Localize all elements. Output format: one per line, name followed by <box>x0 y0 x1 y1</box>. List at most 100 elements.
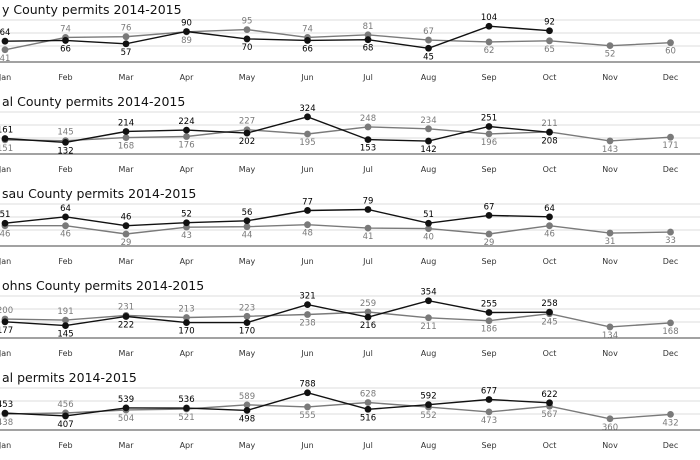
data-point <box>122 313 130 320</box>
data-point <box>425 225 432 233</box>
x-tick-label: Feb <box>58 165 72 174</box>
data-label: 145 <box>57 330 73 340</box>
data-label: 64 <box>60 204 71 214</box>
data-label: 216 <box>360 321 376 331</box>
series-line <box>4 126 671 142</box>
x-tick-label: Dec <box>663 349 678 358</box>
series-line <box>4 28 671 51</box>
x-tick-label: May <box>239 257 256 266</box>
data-label: 213 <box>178 305 194 315</box>
data-label: 77 <box>302 198 313 208</box>
data-point <box>485 211 493 219</box>
data-point <box>122 230 130 238</box>
data-label: 56 <box>242 208 253 218</box>
data-label: 628 <box>360 390 376 400</box>
series-2015 <box>1 113 553 146</box>
data-point <box>243 217 251 225</box>
data-label: 176 <box>178 141 194 151</box>
data-point <box>546 37 553 45</box>
data-point <box>485 317 493 325</box>
data-point <box>546 128 553 136</box>
data-label: 521 <box>178 413 194 423</box>
data-label: 60 <box>665 47 676 57</box>
data-point <box>62 37 69 44</box>
data-label: 66 <box>302 44 313 54</box>
data-label: 170 <box>178 327 194 337</box>
data-label: 43 <box>181 231 192 241</box>
data-label: 46 <box>60 230 71 240</box>
data-label: 536 <box>178 395 194 405</box>
series-2014 <box>1 221 674 238</box>
x-tick-label: Jul <box>362 73 373 82</box>
data-label: 324 <box>299 104 315 114</box>
x-tick-label: Jan <box>0 257 11 266</box>
x-tick-label: Oct <box>543 73 557 82</box>
data-label: 191 <box>57 307 73 317</box>
data-point <box>183 219 190 227</box>
x-tick-label: Jun <box>300 441 314 450</box>
data-point <box>62 139 69 146</box>
data-point <box>1 135 9 142</box>
data-label: 76 <box>121 24 132 34</box>
data-label: 223 <box>239 303 255 313</box>
data-label: 238 <box>299 319 315 329</box>
data-point <box>304 311 311 318</box>
data-label: 251 <box>481 114 497 124</box>
data-point <box>667 133 674 141</box>
x-tick-label: Sep <box>481 73 496 82</box>
series-line <box>4 299 550 327</box>
x-tick-label: Dec <box>663 73 678 82</box>
data-point <box>425 44 432 52</box>
data-label: 74 <box>302 24 313 34</box>
data-point <box>606 42 614 50</box>
data-label: 438 <box>0 418 13 428</box>
chart-panel-2: al County permits 2014-2015 Jan Feb Mar Apr M… <box>0 94 700 174</box>
chart-panel-5: al permits 2014-2015 Jan Feb Mar Apr May Jun Ju… <box>0 370 700 450</box>
data-label: 222 <box>118 320 134 330</box>
x-tick-label: Feb <box>58 349 72 358</box>
x-tick-label: Mar <box>118 257 134 266</box>
data-label: 539 <box>118 395 134 405</box>
data-label: 67 <box>484 202 495 212</box>
data-point <box>485 309 493 316</box>
data-label: 170 <box>239 327 255 337</box>
data-point <box>485 130 493 138</box>
data-label: 57 <box>121 48 132 58</box>
data-label: 622 <box>541 390 557 400</box>
x-tick-label: Jan <box>0 73 11 82</box>
data-point <box>304 403 311 411</box>
x-tick-label: Dec <box>663 257 678 266</box>
data-point <box>243 35 251 43</box>
x-tick-label: Sep <box>481 165 496 174</box>
chart-panel-4: ohns County permits 2014-2015 Jan Feb Mar Ap… <box>0 278 700 358</box>
data-point <box>1 37 9 45</box>
data-label: 51 <box>423 210 434 220</box>
series-2015 <box>1 297 553 330</box>
chart-panel-1: y County permits 2014-2015 Jan Feb Mar Apr Ma… <box>0 2 700 82</box>
data-label: 40 <box>423 233 434 243</box>
data-label: 134 <box>602 331 618 341</box>
data-label: 677 <box>481 387 497 397</box>
x-tick-label: Jun <box>300 349 314 358</box>
data-label: 95 <box>242 17 253 27</box>
data-point <box>304 113 311 121</box>
x-tick-label: Mar <box>118 441 134 450</box>
data-point <box>606 137 614 145</box>
x-tick-label: Sep <box>481 257 496 266</box>
data-label: 453 <box>0 400 13 410</box>
data-point <box>606 415 614 423</box>
data-label: 81 <box>363 22 374 32</box>
x-tick-label: Mar <box>118 349 134 358</box>
data-point <box>1 219 9 227</box>
data-point <box>546 222 553 230</box>
data-point <box>122 128 130 135</box>
data-label: 90 <box>181 19 192 29</box>
x-tick-label: Nov <box>602 257 618 266</box>
x-tick-label: May <box>239 441 256 450</box>
x-tick-label: Oct <box>543 441 557 450</box>
x-tick-label: May <box>239 73 256 82</box>
data-label: 168 <box>662 327 678 337</box>
data-label: 161 <box>0 126 13 136</box>
x-tick-label: May <box>239 349 256 358</box>
data-label: 145 <box>57 128 73 138</box>
